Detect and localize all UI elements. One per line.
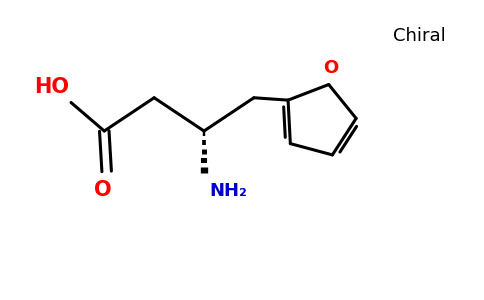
Text: NH₂: NH₂ xyxy=(210,182,248,200)
Text: Chiral: Chiral xyxy=(393,26,446,44)
Text: HO: HO xyxy=(34,77,69,97)
Text: O: O xyxy=(323,59,339,77)
Text: O: O xyxy=(94,180,112,200)
